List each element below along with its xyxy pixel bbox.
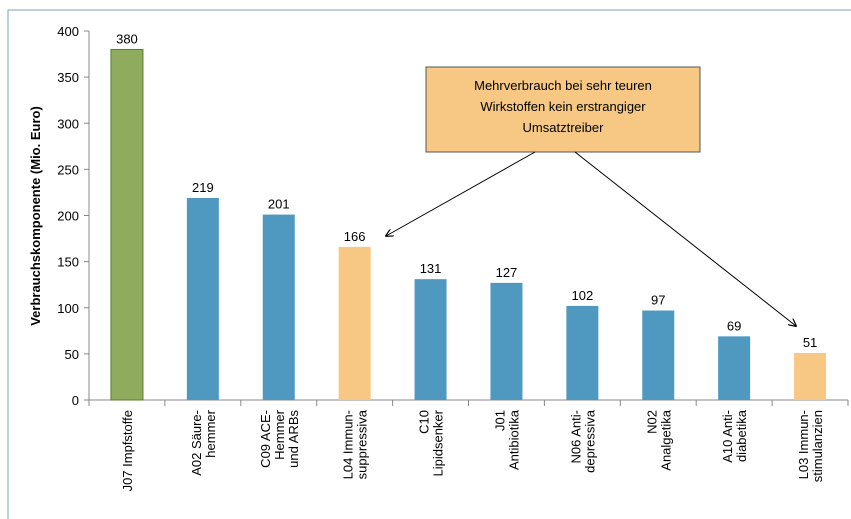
value-label: 127 (496, 265, 518, 280)
x-tick-label-line: Antibiotika (506, 409, 521, 470)
x-tick-label-line: A02 Säure- (189, 410, 204, 476)
y-tick-label: 150 (57, 255, 79, 270)
arrow (386, 151, 536, 236)
y-tick-label: 250 (57, 162, 79, 177)
x-tick-label: N02Analgetika (644, 409, 673, 470)
x-tick-label-line: depressiva (582, 409, 597, 473)
x-tick-label-line: L03 Immun- (796, 410, 811, 479)
annotation-text: Wirkstoffen kein erstrangiger (480, 99, 646, 114)
annotation-box (425, 66, 701, 153)
x-tick-label-line: Lipidsenker (431, 409, 446, 476)
y-tick-label: 300 (57, 116, 79, 131)
y-tick-label: 350 (57, 70, 79, 85)
value-label: 219 (192, 180, 214, 195)
x-tick-label: C09 ACE-Hemmerund ARBs (258, 409, 301, 467)
y-axis-label: Verbrauchskomponente (Mio. Euro) (28, 106, 43, 326)
x-tick-label: A10 Anti-diabetika (720, 409, 749, 463)
x-tick-label-line: suppressiva (355, 409, 370, 479)
value-label: 166 (344, 229, 366, 244)
x-tick-label-line: C09 ACE- (258, 410, 273, 468)
x-tick-label-line: C10 (417, 410, 432, 434)
frame (7, 9, 851, 519)
annotation-text: Umsatztreiber (523, 120, 605, 135)
annotation-text: Mehrverbrauch bei sehr teuren (474, 78, 652, 93)
y-tick-label: 200 (57, 209, 79, 224)
x-tick-label-line: N06 Anti- (568, 410, 583, 463)
x-tick-label-line: Hemmer (272, 409, 287, 460)
x-tick-label: J01Antibiotika (492, 409, 521, 470)
value-label: 69 (727, 318, 741, 333)
x-tick-label-line: diabetika (734, 409, 749, 462)
x-tick-label: L04 Immun-suppressiva (341, 409, 370, 479)
y-tick-label: 0 (72, 393, 79, 408)
x-tick-label-line: und ARBs (286, 410, 301, 468)
bar (110, 48, 144, 401)
bar (642, 310, 675, 400)
bar (794, 352, 827, 400)
value-label: 97 (651, 293, 665, 308)
x-tick-label-line: A10 Anti- (720, 410, 735, 463)
x-tick-label: L03 Immun-stimulanzien (796, 410, 825, 482)
x-tick-label-line: hemmer (203, 409, 218, 457)
x-tick-label-line: stimulanzien (810, 410, 825, 482)
value-label: 51 (803, 335, 817, 350)
x-tick-label-line: J07 Impfstoffe (120, 410, 135, 491)
value-label: 131 (420, 261, 442, 276)
y-tick-label: 50 (65, 347, 79, 362)
x-tick-label: C10Lipidsenker (417, 409, 446, 476)
y-tick-label: 100 (57, 301, 79, 316)
x-tick-label: J07 Impfstoffe (120, 410, 135, 491)
y-tick-label: 400 (57, 24, 79, 39)
value-label: 201 (268, 197, 290, 212)
bar (338, 246, 371, 400)
x-tick-label-line: Analgetika (658, 409, 673, 470)
x-tick-label: A02 Säure-hemmer (189, 409, 218, 475)
value-label: 380 (116, 31, 138, 46)
bar (262, 214, 295, 400)
annotation: Mehrverbrauch bei sehr teuren Wirkstoffen… (386, 66, 796, 326)
bar (566, 305, 599, 400)
bar (414, 279, 447, 400)
bar (490, 282, 523, 400)
value-label: 102 (571, 288, 593, 303)
bar (186, 197, 219, 400)
x-tick-label: N06 Anti-depressiva (568, 409, 597, 473)
bar (718, 336, 751, 400)
x-tick-label-line: N02 (644, 410, 659, 434)
x-tick-label-line: L04 Immun- (341, 410, 356, 479)
x-tick-label-line: J01 (492, 410, 507, 431)
arrow (574, 151, 796, 326)
